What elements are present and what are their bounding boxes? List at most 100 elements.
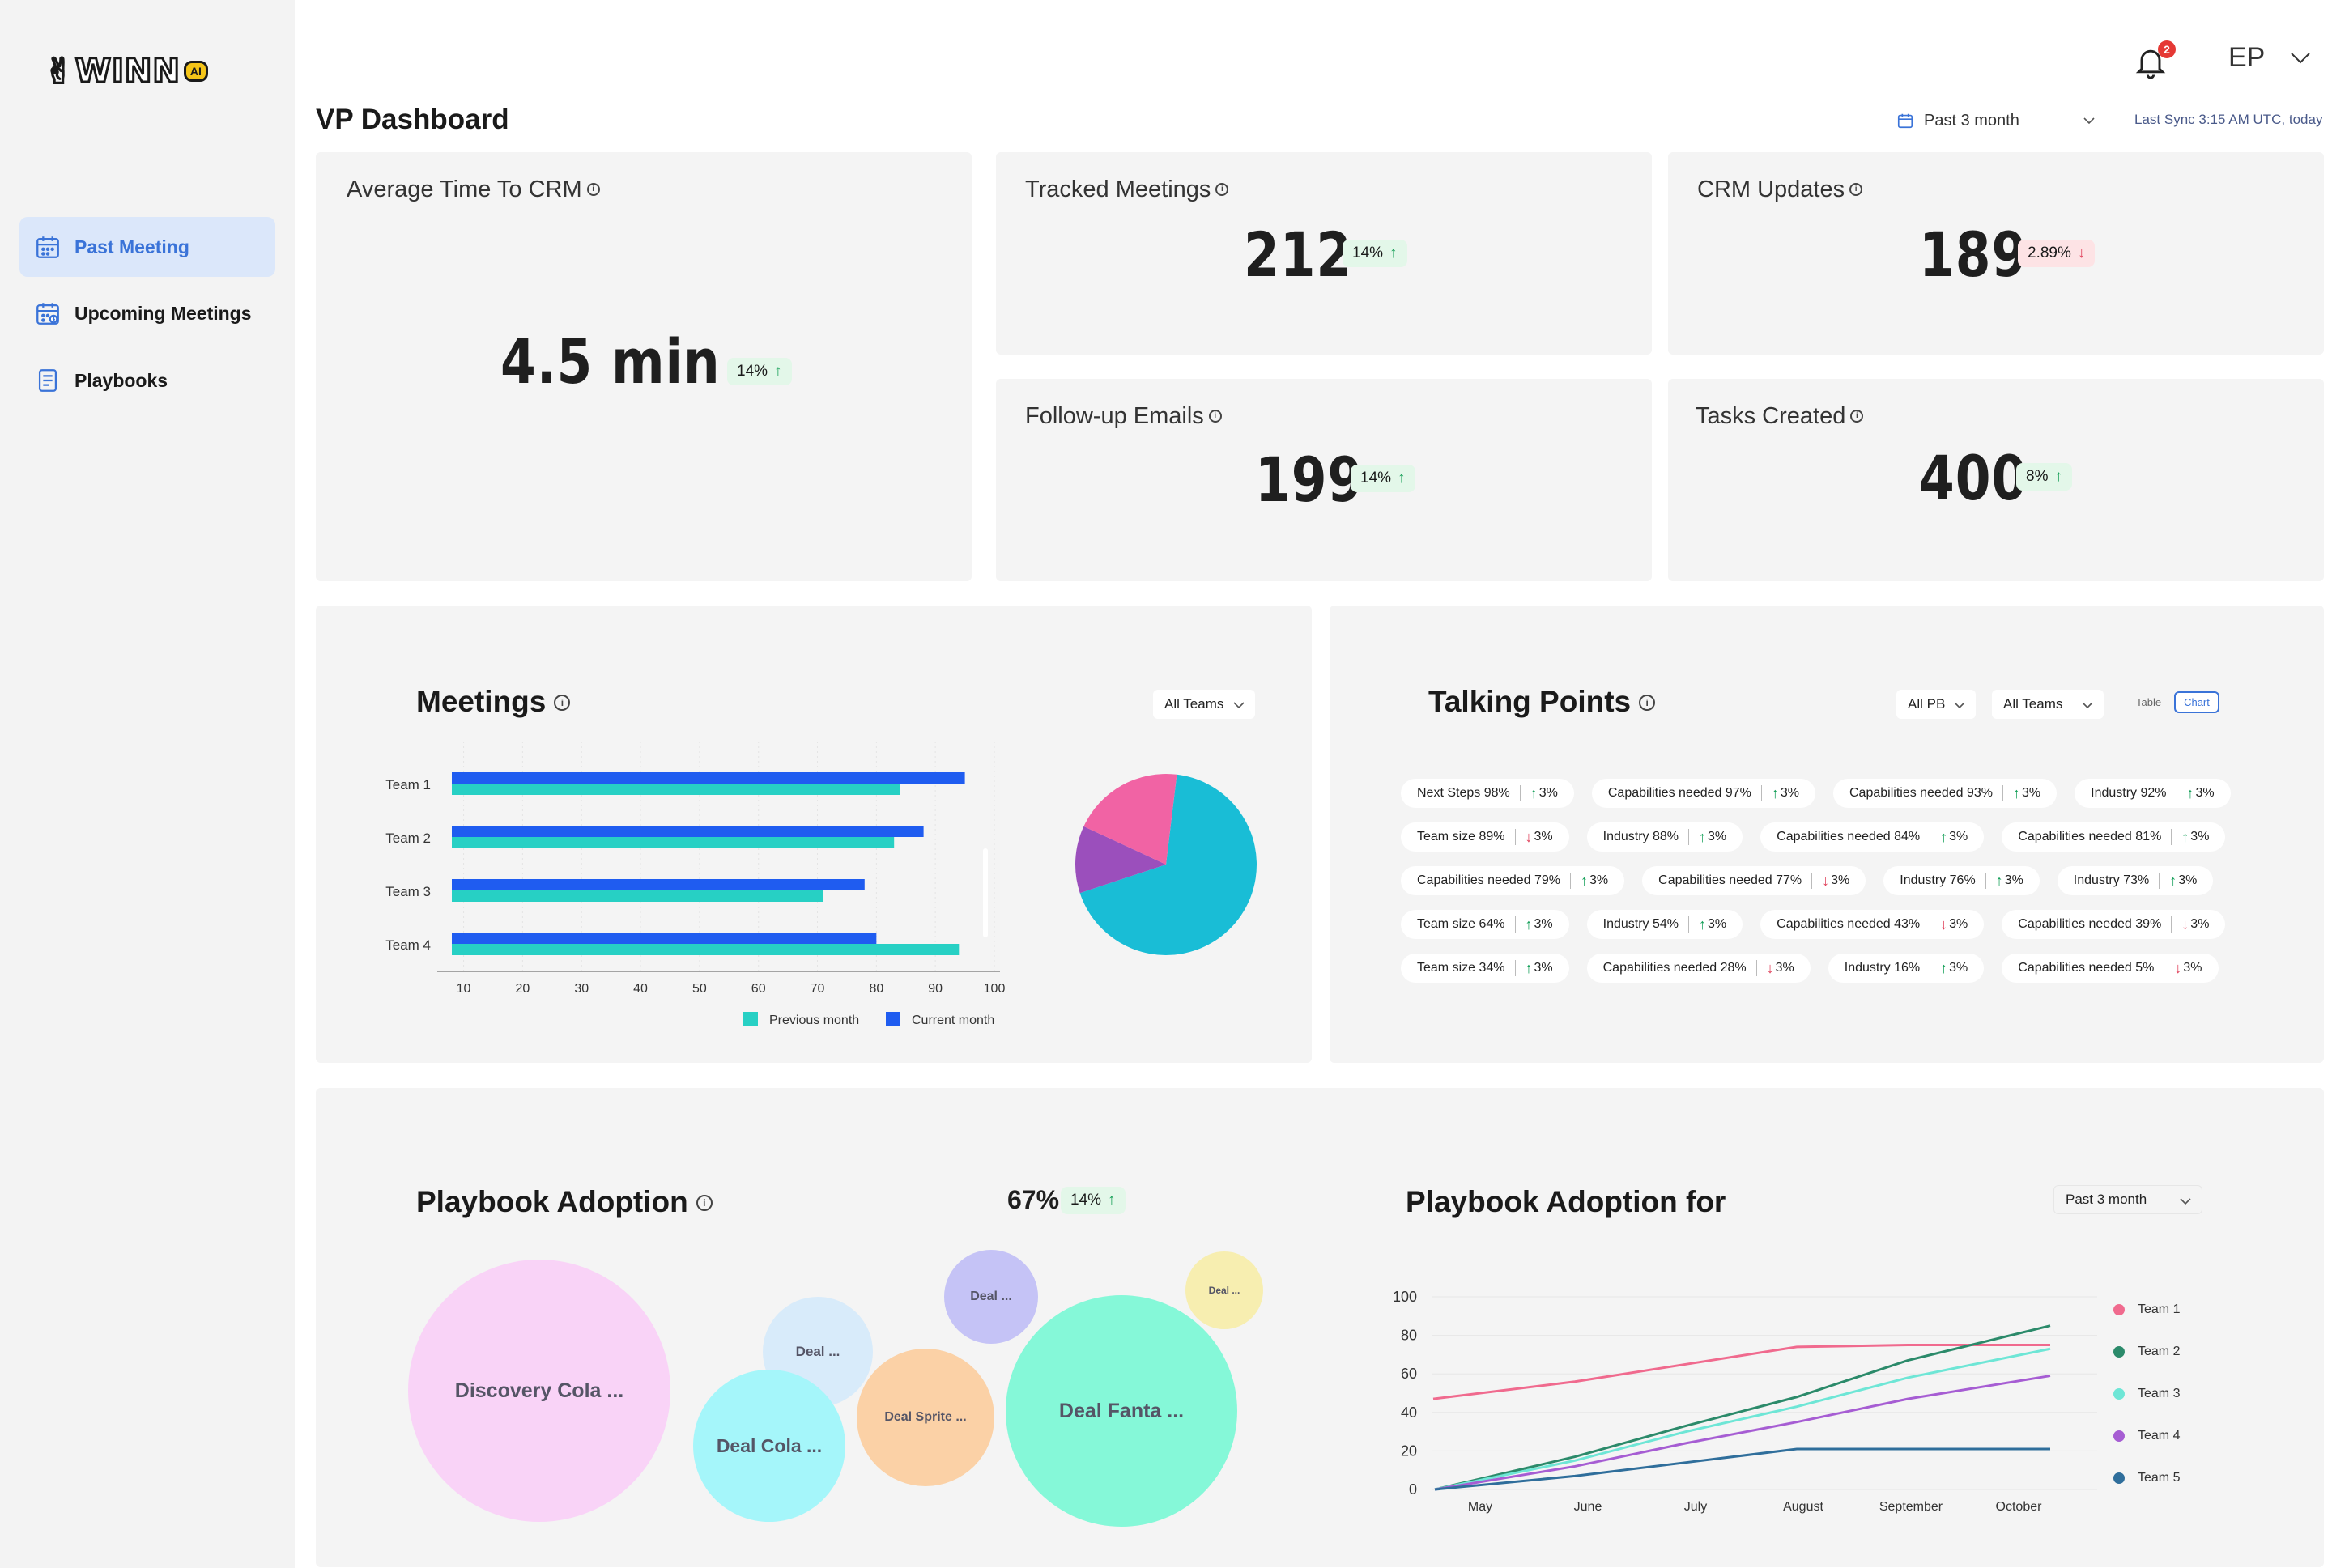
talking-point-chip[interactable]: Capabilities needed 43% ↓ 3%	[1760, 910, 1985, 939]
chip-delta: 3%	[1538, 786, 1558, 800]
info-icon[interactable]: i	[1208, 410, 1222, 423]
chip-delta: 3%	[1831, 873, 1850, 887]
bubble-deal-fanta[interactable]: Deal Fanta ...	[1006, 1295, 1237, 1527]
legend-item[interactable]: Team 1	[2113, 1289, 2180, 1331]
chip-divider	[1688, 829, 1690, 845]
chip-delta: 3%	[1949, 917, 1968, 931]
talking-point-chip[interactable]: Capabilities needed 77% ↓ 3%	[1642, 866, 1866, 895]
meetings-pie-chart	[1075, 774, 1257, 955]
talking-point-chip[interactable]: Team size 89% ↓ 3%	[1401, 822, 1569, 852]
talking-point-chip[interactable]: Industry 88% ↑ 3%	[1586, 822, 1743, 852]
sidebar-item-upcoming-meetings[interactable]: Upcoming Meetings	[19, 283, 275, 343]
sidebar: ✌ WINN AI Past Meeting Upcoming Meetings…	[0, 0, 295, 1568]
chip-row: Team size 89% ↓ 3% Industry 88% ↑ 3% Capabilit…	[1401, 822, 2227, 853]
bubble-deal-sprite[interactable]: Deal Sprite ...	[857, 1349, 994, 1486]
sidebar-item-label: Playbooks	[74, 369, 168, 391]
talking-point-chip[interactable]: Capabilities needed 28% ↓ 3%	[1586, 954, 1811, 983]
talking-point-chip[interactable]: Team size 64% ↑ 3%	[1401, 910, 1569, 939]
series-line	[1434, 1347, 2051, 1491]
info-icon[interactable]: i	[696, 1195, 713, 1211]
bell-icon[interactable]	[2133, 44, 2168, 79]
talking-point-chip[interactable]: Capabilities needed 93% ↑ 3%	[1833, 779, 2058, 808]
bubble-deal[interactable]: Deal ...	[944, 1250, 1038, 1344]
teams-filter-dropdown[interactable]: All Teams	[1992, 690, 2104, 719]
talking-point-chip[interactable]: Capabilities needed 84% ↑ 3%	[1760, 822, 1985, 852]
talking-point-chip[interactable]: Capabilities needed 81% ↑ 3%	[2002, 822, 2226, 852]
talking-point-chip[interactable]: Capabilities needed 5% ↓ 3%	[2002, 954, 2219, 983]
chip-label: Capabilities needed 79%	[1417, 873, 1561, 887]
delta-value: 2.89%	[2028, 244, 2071, 261]
bubble-discovery-cola[interactable]: Discovery Cola ...	[408, 1260, 670, 1522]
arrow-up-icon: ↑	[1771, 784, 1779, 801]
x-tick-label: 10	[457, 982, 471, 996]
y-tick-label: 0	[1409, 1481, 1417, 1498]
view-table-option[interactable]: Table	[2136, 696, 2162, 708]
talking-point-chip[interactable]: Industry 76% ↑ 3%	[1883, 866, 2040, 895]
sidebar-item-playbooks[interactable]: Playbooks	[19, 351, 275, 410]
info-icon[interactable]: i	[1849, 183, 1863, 196]
series-line	[1434, 1447, 2050, 1491]
chip-divider	[2159, 873, 2160, 889]
sidebar-item-past-meeting[interactable]: Past Meeting	[19, 217, 275, 277]
chip-divider	[1811, 873, 1813, 889]
chip-delta: 3%	[1534, 917, 1553, 931]
kpi-label-text: Tasks Created	[1696, 403, 1846, 429]
chip-label: Team size 34%	[1417, 961, 1505, 975]
talking-point-chip[interactable]: Next Steps 98% ↑ 3%	[1401, 779, 1574, 808]
chevron-down-icon[interactable]	[2290, 52, 2311, 65]
bubble-deal-cola[interactable]: Deal Cola ...	[693, 1370, 845, 1522]
teams-filter-dropdown[interactable]: All Teams	[1153, 690, 1255, 719]
arrow-up-icon: ↑	[2186, 784, 2194, 801]
date-range-dropdown[interactable]: Past 3 month	[2053, 1185, 2202, 1214]
talking-point-chip[interactable]: Team size 34% ↑ 3%	[1401, 954, 1569, 983]
kpi-label: CRM Updates i	[1697, 176, 1863, 203]
bubble-label: Deal Sprite ...	[884, 1410, 967, 1424]
delta-badge: 14% ↑	[727, 358, 792, 385]
playbook-filter-dropdown[interactable]: All PB	[1896, 690, 1976, 719]
view-chart-option[interactable]: Chart	[2174, 691, 2219, 713]
info-icon[interactable]: i	[1639, 695, 1656, 711]
arrow-down-icon: ↓	[2181, 916, 2189, 933]
x-tick-label: 100	[984, 982, 1006, 996]
talking-point-chip[interactable]: Capabilities needed 79% ↑ 3%	[1401, 866, 1625, 895]
talking-point-chip[interactable]: Industry 73% ↑ 3%	[2057, 866, 2214, 895]
meetings-panel: Meetings i All Teams 10 20 30 40 50 60 70 80 90 10…	[316, 606, 1312, 1063]
talking-point-chip[interactable]: Industry 92% ↑ 3%	[2075, 779, 2231, 808]
legend-item[interactable]: Team 2	[2113, 1331, 2180, 1373]
date-range-select[interactable]: Past 3 month	[1887, 104, 2115, 138]
kpi-label-text: CRM Updates	[1697, 176, 1845, 202]
chip-row: Capabilities needed 79% ↑ 3% Capabilities n…	[1401, 866, 2227, 897]
info-icon[interactable]: i	[586, 183, 600, 196]
user-initials[interactable]: EP	[2228, 42, 2266, 73]
kpi-card-followup-emails: Follow-up Emails i 199 14% ↑	[996, 379, 1652, 581]
delta-badge: 14% ↑	[1343, 240, 1407, 267]
sidebar-item-label: Past Meeting	[74, 236, 189, 257]
legend-label: Team 5	[2138, 1471, 2181, 1485]
logo-text: WINN	[74, 52, 181, 91]
x-tick-label: 20	[515, 982, 530, 996]
talking-point-chip[interactable]: Capabilities needed 97% ↑ 3%	[1591, 779, 1815, 808]
legend-swatch	[886, 1012, 900, 1026]
talking-point-chip[interactable]: Industry 16% ↑ 3%	[1828, 954, 1985, 983]
talking-point-chip[interactable]: Capabilities needed 39% ↓ 3%	[2002, 910, 2226, 939]
chip-label: Industry 92%	[2091, 786, 2167, 800]
delta-value: 14%	[1360, 470, 1392, 487]
legend-swatch	[2113, 1304, 2125, 1315]
info-icon[interactable]: i	[1215, 183, 1229, 196]
logo[interactable]: ✌ WINN AI	[43, 50, 208, 92]
bubble-deal[interactable]: Deal ...	[1185, 1251, 1263, 1329]
info-icon[interactable]: i	[1850, 410, 1864, 423]
series-line	[1434, 1324, 2051, 1491]
info-icon[interactable]: i	[554, 695, 571, 711]
chip-delta: 3%	[2190, 917, 2210, 931]
x-tick-label: August	[1783, 1500, 1823, 1514]
legend-item[interactable]: Team 3	[2113, 1373, 2180, 1415]
kpi-value: 212	[1244, 219, 1353, 291]
chip-label: Industry 16%	[1844, 961, 1921, 975]
talking-point-chip[interactable]: Industry 54% ↑ 3%	[1586, 910, 1743, 939]
legend-item[interactable]: Team 5	[2113, 1457, 2180, 1499]
chip-delta: 3%	[1949, 830, 1968, 843]
arrow-down-icon: ↓	[1525, 828, 1533, 845]
legend-item[interactable]: Team 4	[2113, 1415, 2180, 1457]
chip-row: Next Steps 98% ↑ 3% Capabilities needed 97%…	[1401, 779, 2231, 809]
